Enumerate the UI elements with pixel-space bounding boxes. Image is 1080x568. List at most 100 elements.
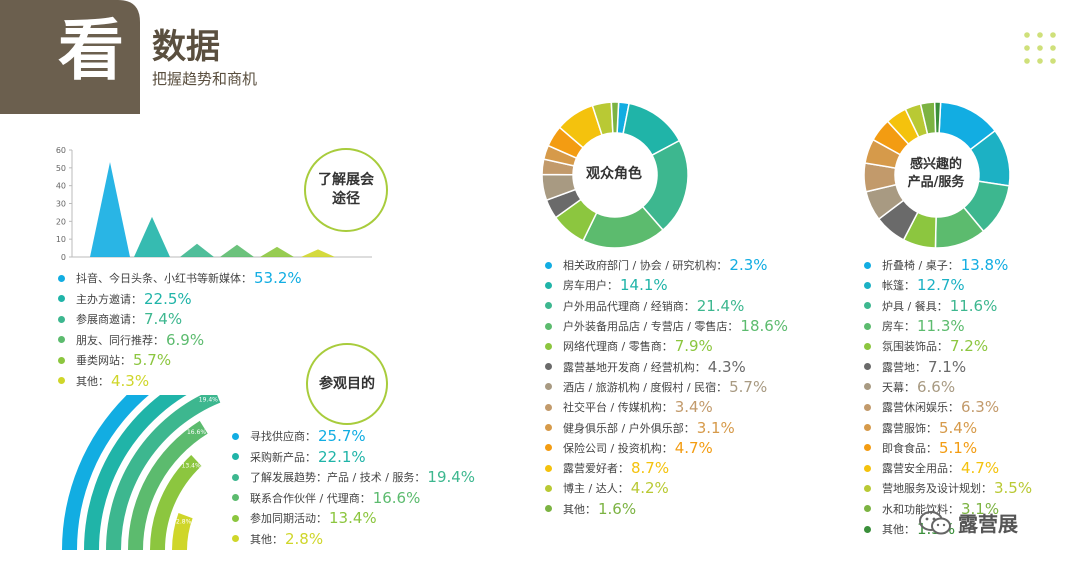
purpose-arc-label: 16.6% — [187, 429, 206, 436]
interest-legend-value: 3.1% — [961, 499, 1000, 518]
interest-legend-item: 露营服饰： 5.4% — [864, 417, 1032, 437]
channels-title: 了解展会途径 — [318, 172, 374, 207]
roles-legend-label: 户外装备用品店 / 专营店 / 零售店： — [563, 320, 739, 334]
interest-legend-dot — [864, 484, 871, 492]
roles-legend-item: 其他： 1.6% — [545, 499, 788, 519]
interest-slice — [933, 101, 942, 134]
interest-legend-label: 房车： — [882, 320, 915, 334]
interest-legend-label: 天幕： — [882, 380, 915, 394]
channels-legend-label: 主办方邀请： — [76, 292, 142, 306]
roles-legend-dot — [545, 281, 552, 289]
interest-title-holder: 感兴趣的 产品/服务 — [892, 130, 980, 218]
channels-legend-item: 垂类网站： 5.7% — [58, 350, 302, 371]
roles-legend-item: 博主 / 达人： 4.2% — [545, 478, 788, 498]
channels-legend-label: 抖音、今日头条、小红书等新媒体： — [76, 272, 252, 286]
channels-legend-label: 参展商邀请： — [76, 313, 142, 327]
purpose-legend-item: 采购新产品： 22.1% — [232, 447, 475, 468]
interest-legend-value: 13.8% — [960, 256, 1009, 275]
interest-legend-label: 炉具 / 餐具： — [882, 299, 948, 313]
peaks-mark — [301, 249, 335, 257]
peaks-y-tick-label: 50 — [56, 164, 66, 173]
roles-legend-item: 露营基地开发商 / 经营机构： 4.3% — [545, 356, 788, 376]
peaks-y-tick-label: 60 — [56, 146, 66, 155]
roles-legend-value: 18.6% — [740, 317, 789, 336]
channels-legend-dot — [58, 356, 65, 364]
channels-legend-value: 4.3% — [111, 371, 150, 390]
interest-legend-label: 水和功能饮料： — [882, 502, 959, 516]
peaks-y-tick-label: 30 — [56, 200, 66, 209]
roles-legend-dot — [545, 403, 552, 411]
interest-legend-value: 11.3% — [917, 317, 965, 336]
roles-title-holder: 观众角色 — [570, 130, 658, 218]
roles-donut-chart — [541, 101, 689, 249]
peaks-mark — [134, 216, 170, 257]
interest-legend-value: 5.4% — [939, 418, 978, 437]
purpose-title-circle: 参观目的 — [306, 343, 388, 425]
roles-legend-dot — [545, 464, 552, 472]
interest-legend-item: 折叠椅 / 桌子： 13.8% — [864, 255, 1032, 275]
peaks-y-tick-label: 40 — [56, 182, 66, 191]
purpose-arc-mark — [106, 395, 221, 550]
roles-legend-item: 健身俱乐部 / 户外俱乐部： 3.1% — [545, 417, 788, 437]
interest-title: 感兴趣的 产品/服务 — [907, 157, 965, 190]
roles-center — [575, 135, 655, 215]
decorative-dots — [1024, 32, 1056, 64]
channels-legend-label: 朋友、同行推荐： — [76, 333, 164, 347]
purpose-legend-value: 2.8% — [285, 529, 324, 548]
interest-legend-value: 7.2% — [950, 337, 989, 356]
page-subtitle: 把握趋势和商机 — [152, 70, 258, 88]
interest-legend-dot — [864, 424, 871, 432]
channels-legend-item: 抖音、今日头条、小红书等新媒体： 53.2% — [58, 268, 302, 289]
channels-legend-dot — [58, 274, 65, 282]
purpose-arc-mark — [172, 513, 193, 550]
interest-legend-dot — [864, 363, 871, 371]
channels-legend-value: 6.9% — [166, 330, 205, 349]
roles-legend-item: 保险公司 / 投资机构： 4.7% — [545, 438, 788, 458]
interest-legend-item: 露营安全用品： 4.7% — [864, 458, 1032, 478]
interest-legend-label: 折叠椅 / 桌子： — [882, 259, 959, 273]
purpose-legend-value: 25.7% — [318, 427, 366, 446]
purpose-arc-label: 2.8% — [176, 518, 192, 525]
purpose-legend-label: 其他： — [250, 532, 283, 546]
roles-legend-value: 1.6% — [598, 499, 637, 518]
interest-legend-item: 氛围装饰品： 7.2% — [864, 336, 1032, 356]
channels-legend-value: 5.7% — [133, 351, 172, 370]
roles-legend-dot — [545, 444, 552, 452]
peaks-y-tick-label: 20 — [56, 217, 66, 226]
purpose-legend-dot — [232, 535, 239, 543]
purpose-arc-mark — [128, 420, 208, 550]
channels-legend-item: 参展商邀请： 7.4% — [58, 309, 302, 330]
interest-legend-item: 房车： 11.3% — [864, 316, 1032, 336]
roles-legend-dot — [545, 505, 552, 513]
roles-legend-value: 2.3% — [729, 256, 768, 275]
roles-legend-dot — [545, 261, 552, 269]
roles-legend-label: 社交平台 / 传媒机构： — [563, 401, 673, 415]
purpose-legend-label: 联系合作伙伴 / 代理商： — [250, 491, 371, 505]
interest-legend-label: 氛围装饰品： — [882, 340, 948, 354]
purpose-legend-value: 13.4% — [329, 509, 377, 528]
purpose-title: 参观目的 — [319, 375, 375, 392]
channels-title-circle: 了解展会途径 — [304, 148, 388, 232]
roles-legend-value: 3.4% — [674, 398, 713, 417]
interest-legend-dot — [864, 261, 871, 269]
interest-legend-label: 其他： — [882, 523, 915, 536]
channels-legend-dot — [58, 336, 65, 344]
roles-legend-item: 相关政府部门 / 协会 / 研究机构： 2.3% — [545, 255, 788, 275]
interest-donut-chart — [863, 101, 1011, 249]
channels-legend-dot — [58, 295, 65, 303]
roles-legend-item: 露营爱好者： 8.7% — [545, 458, 788, 478]
page-title: 数据 — [152, 27, 220, 67]
roles-legend-item: 户外装备用品店 / 专营店 / 零售店： 18.6% — [545, 316, 788, 336]
roles-legend-label: 健身俱乐部 / 户外俱乐部： — [563, 421, 695, 435]
purpose-legend-item: 了解发展趋势：产品 / 技术 / 服务： 19.4% — [232, 467, 475, 488]
interest-legend-item: 营地服务及设计规划： 3.5% — [864, 478, 1032, 498]
interest-legend-label: 营地服务及设计规划： — [882, 482, 992, 496]
channels-legend-item: 朋友、同行推荐： 6.9% — [58, 330, 302, 351]
roles-legend-label: 网络代理商 / 零售商： — [563, 340, 673, 354]
interest-legend-dot — [864, 302, 871, 310]
interest-legend-label: 露营休闲娱乐： — [882, 401, 959, 415]
channels-legend-value: 22.5% — [144, 289, 192, 308]
purpose-legend-item: 联系合作伙伴 / 代理商： 16.6% — [232, 488, 475, 509]
channels-peak-chart: 0 10 20 30 40 50 60 — [56, 146, 372, 262]
purpose-legend-value: 19.4% — [427, 468, 476, 487]
